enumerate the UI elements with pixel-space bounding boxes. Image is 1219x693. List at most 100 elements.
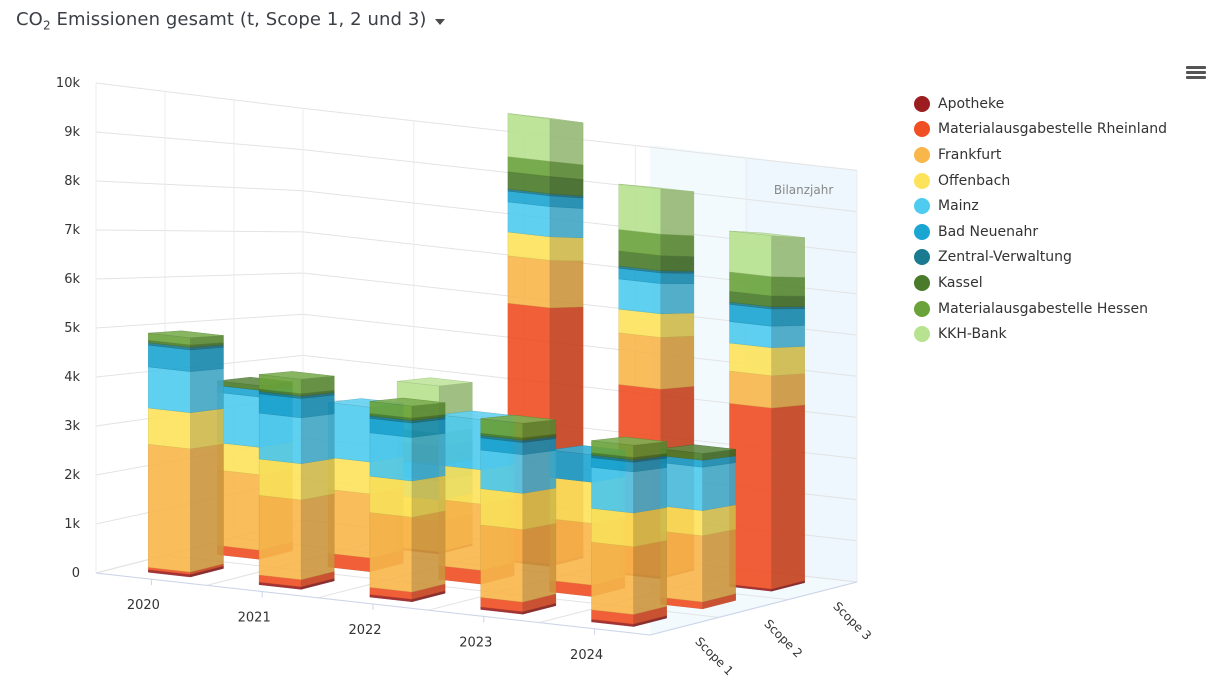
bar-face-front [591, 508, 634, 548]
legend-label: Kassel [938, 274, 983, 291]
bar-segment[interactable] [591, 452, 667, 461]
bar-segment[interactable] [507, 231, 584, 262]
bar-segment[interactable] [618, 265, 695, 274]
bar-segment[interactable] [258, 391, 335, 399]
bar-segment[interactable] [591, 466, 667, 514]
bar-segment[interactable] [618, 229, 695, 257]
bar-face-front [618, 308, 661, 338]
bar-face-side [660, 233, 695, 257]
bar-segment[interactable] [591, 436, 667, 458]
bar-segment[interactable] [729, 321, 805, 348]
legend-dot-icon [914, 95, 930, 112]
bar-segment[interactable] [660, 444, 736, 461]
x-tick-label: 2022 [348, 623, 381, 638]
bar-segment[interactable] [148, 443, 224, 573]
hamburger-menu-icon[interactable] [1184, 64, 1208, 84]
bar-segment[interactable] [148, 565, 224, 578]
bar-face-side [549, 118, 584, 165]
y-tick-label: 3k [64, 419, 80, 434]
bar-segment[interactable] [369, 510, 446, 593]
y-tick-label: 4k [64, 370, 80, 385]
bar-segment[interactable] [148, 344, 224, 372]
bar-face-top [660, 444, 736, 454]
bar-segment[interactable] [148, 330, 224, 346]
chart-title-dropdown[interactable]: CO2 Emissionen gesamt (t, Scope 1, 2 und… [16, 9, 445, 33]
y-tick-label: 1k [64, 517, 80, 532]
z-tick-label: Scope 3 [830, 599, 874, 643]
bar-segment[interactable] [258, 388, 335, 397]
bar-segment[interactable] [729, 230, 805, 278]
bar-segment[interactable] [258, 412, 335, 464]
legend-dot-icon [914, 121, 930, 138]
z-tick-label: Scope 2 [761, 617, 805, 661]
bar-face-front [258, 495, 302, 580]
bar-segment[interactable] [660, 462, 736, 511]
bar-segment[interactable] [618, 250, 695, 272]
bar-segment[interactable] [660, 529, 736, 603]
bar-face-side [771, 325, 805, 348]
bar-segment[interactable] [591, 507, 667, 548]
bar-face-top [591, 436, 667, 446]
bar-segment[interactable] [660, 504, 736, 537]
bar-face-top [729, 230, 805, 238]
legend-item[interactable]: Kassel [914, 270, 1167, 296]
bar-segment[interactable] [618, 183, 695, 236]
x-tick-label: 2021 [238, 611, 271, 626]
bar-face-side [633, 540, 667, 615]
bar-segment[interactable] [369, 418, 446, 438]
bar-face-top [369, 397, 446, 407]
bar-face-front [729, 230, 772, 277]
legend-item[interactable]: Zentral-Verwaltung [914, 245, 1167, 271]
bar-face-front [618, 332, 661, 390]
legend-item[interactable]: Offenbach [914, 168, 1167, 194]
bar-face-front [369, 432, 413, 482]
bar-segment[interactable] [618, 278, 695, 315]
legend-item[interactable]: Apotheke [914, 91, 1167, 117]
bar-segment[interactable] [618, 332, 695, 390]
bar-segment[interactable] [480, 449, 557, 494]
bar-segment[interactable] [480, 437, 557, 455]
z-tick-label: Scope 1 [692, 634, 736, 678]
bar-face-side [660, 188, 695, 236]
bar-segment[interactable] [480, 487, 557, 530]
legend-item[interactable]: Frankfurt [914, 142, 1167, 168]
bar-segment[interactable] [729, 342, 805, 377]
bar-segment[interactable] [369, 432, 446, 482]
legend-item[interactable]: KKH-Bank [914, 321, 1167, 347]
bar-segment[interactable] [729, 370, 805, 409]
legend-label: Materialausgabestelle Rheinland [938, 121, 1168, 138]
bar-segment[interactable] [480, 523, 557, 603]
bar-segment[interactable] [258, 493, 335, 580]
bar-segment[interactable] [507, 113, 584, 165]
legend-label: Frankfurt [938, 146, 1002, 163]
legend-item[interactable]: Mainz [914, 193, 1167, 219]
bar-segment[interactable] [729, 271, 805, 297]
bar-segment[interactable] [618, 308, 695, 338]
legend-item[interactable]: Materialausgabestelle Hessen [914, 296, 1167, 322]
legend-item[interactable]: Materialausgabestelle Rheinland [914, 117, 1167, 143]
bar-segment[interactable] [369, 397, 446, 419]
z-axis-line [649, 581, 858, 636]
bar-segment[interactable] [591, 540, 667, 615]
bar-segment[interactable] [148, 407, 224, 450]
bar-segment[interactable] [148, 366, 224, 413]
bar-segment[interactable] [591, 454, 667, 463]
bar-face-front [480, 488, 523, 530]
bar-segment[interactable] [258, 458, 335, 501]
bar-face-top [259, 371, 335, 380]
bar-segment[interactable] [369, 475, 446, 518]
bar-segment[interactable] [729, 304, 805, 327]
bar-segment[interactable] [258, 371, 335, 394]
legend-item[interactable]: Bad Neuenahr [914, 219, 1167, 245]
bar-segment[interactable] [480, 414, 557, 439]
bar-face-side [633, 467, 667, 514]
bar-face-front [369, 475, 413, 518]
bar-segment[interactable] [507, 190, 584, 209]
bar-segment[interactable] [507, 201, 584, 239]
bar-segment[interactable] [507, 255, 584, 309]
bar-segment[interactable] [729, 403, 805, 590]
bar-segment[interactable] [507, 156, 584, 180]
bar-face-side [633, 507, 667, 548]
gridline [95, 82, 858, 171]
legend-label: Bad Neuenahr [938, 223, 1039, 240]
